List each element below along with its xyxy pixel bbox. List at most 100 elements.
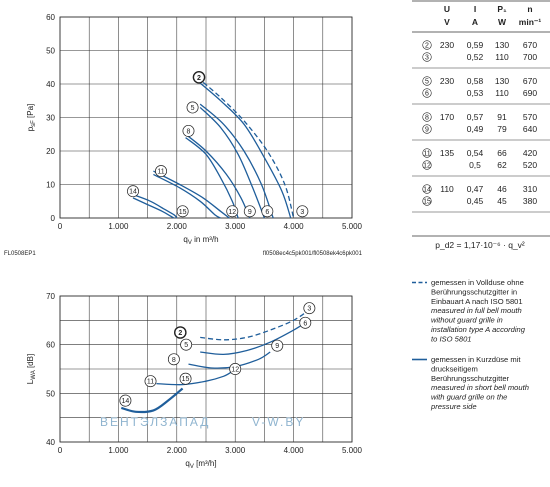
series-line-12 — [153, 173, 221, 219]
curve-marker-14 — [119, 394, 132, 407]
x-tick-label: 1.000 — [108, 446, 129, 455]
table-mark-label: 5 — [425, 78, 429, 85]
legend-text-de: Einbauart A nach ISO 5801 — [431, 297, 523, 306]
table-cell-U: 230 — [440, 40, 454, 50]
x-tick-label: 0 — [58, 222, 63, 231]
table-mark-circle — [422, 52, 432, 62]
legend-text-en: with guard grille on the — [431, 393, 507, 402]
x-tick-label: 5.000 — [342, 446, 363, 455]
series-line-11-12 — [156, 370, 233, 386]
table-mark-label: 11 — [423, 150, 430, 157]
y-tick-label: 40 — [46, 438, 55, 447]
series-line-3 — [196, 80, 292, 219]
curve-marker-label: 14 — [122, 398, 130, 405]
y-tick-label: 10 — [46, 181, 55, 190]
table-unit-0: V — [444, 17, 450, 27]
y-axis-label: psF [Pa] — [26, 104, 37, 132]
curve-marker-label: 2 — [178, 330, 182, 337]
curve-marker-6 — [261, 205, 274, 218]
table-cell-n: 520 — [523, 160, 537, 170]
curve-marker-6 — [299, 316, 312, 329]
table-cell-P: 66 — [497, 148, 507, 158]
legend-text-de: gemessen in Vollduse ohne — [431, 278, 524, 287]
legend-text-en: pressure side — [430, 402, 477, 411]
table-cell-U: 170 — [440, 112, 454, 122]
curve-marker-label: 12 — [231, 367, 239, 374]
legend-text-de: Berührungsschutzgitter in — [431, 287, 517, 296]
curve-marker-label: 11 — [157, 169, 164, 176]
curve-marker-label: 6 — [265, 209, 269, 216]
table-mark-circle — [422, 184, 432, 194]
table-mark-label: 12 — [423, 162, 431, 169]
curve-marker-label: 5 — [191, 105, 195, 112]
table-cell-P: 110 — [495, 88, 509, 98]
table-unit-2: W — [498, 17, 507, 27]
curve-marker-8 — [182, 124, 195, 137]
x-tick-label: 3.000 — [225, 446, 246, 455]
y-tick-label: 50 — [46, 47, 55, 56]
table-cell-I: 0,47 — [467, 184, 484, 194]
series-line-8 — [185, 133, 251, 219]
footer-left-code: FL0508EP1 — [4, 251, 36, 257]
legend-text-de: gemessen in Kurzdüse mit — [431, 355, 521, 364]
series-line-14-15 — [120, 387, 184, 414]
x-tick-label: 3.000 — [225, 222, 246, 231]
x-tick-label: 4.000 — [284, 446, 305, 455]
x-tick-label: 1.000 — [108, 222, 129, 231]
legend-text-en: to ISO 5801 — [431, 334, 472, 343]
table-cell-I: 0,5 — [469, 160, 481, 170]
watermark-left: ВЕНТЭЛЗАПАД — [100, 415, 210, 429]
curve-marker-label: 15 — [182, 376, 190, 383]
table-cell-n: 640 — [523, 124, 537, 134]
table-unit-1: A — [472, 17, 478, 27]
curve-marker-label: 5 — [184, 342, 188, 349]
y-axis-label: LWA [dB] — [26, 354, 37, 384]
legend-text-de: druckseitigem — [431, 364, 478, 373]
x-tick-label: 0 — [58, 446, 63, 455]
table-mark-circle — [422, 196, 432, 206]
curve-marker-2 — [192, 71, 206, 84]
x-tick-label: 2.000 — [167, 446, 188, 455]
table-cell-P: 79 — [497, 124, 507, 134]
curve-marker-9 — [271, 339, 284, 352]
table-mark-label: 3 — [425, 54, 429, 61]
x-tick-label: 4.000 — [284, 222, 305, 231]
table-cell-n: 380 — [523, 196, 537, 206]
curve-marker-3 — [296, 205, 309, 218]
legend-text-en: without guard grille in — [431, 316, 503, 325]
series-line-2 — [196, 76, 295, 219]
curve-marker-2 — [174, 326, 187, 339]
table-cell-P: 130 — [495, 40, 509, 50]
legend-text-en: measured in short bell mouth — [431, 383, 529, 392]
table-cell-I: 0,45 — [467, 196, 484, 206]
table-cell-P: 110 — [495, 52, 509, 62]
curve-marker-label: 8 — [172, 357, 176, 364]
y-tick-label: 50 — [46, 389, 55, 398]
curve-marker-12 — [226, 205, 239, 218]
table-cell-I: 0,54 — [467, 148, 484, 158]
table-cell-P: 62 — [497, 160, 507, 170]
table-cell-n: 700 — [523, 52, 537, 62]
y-tick-label: 70 — [46, 292, 55, 301]
table-cell-n: 310 — [523, 184, 537, 194]
curve-marker-8 — [167, 353, 180, 366]
table-cell-P: 91 — [497, 112, 507, 122]
table-mark-circle — [422, 160, 432, 170]
curve-marker-5 — [180, 338, 193, 351]
table-cell-P: 45 — [497, 196, 507, 206]
table-mark-label: 2 — [425, 42, 429, 49]
curve-marker-9 — [243, 205, 256, 218]
curve-marker-label: 3 — [307, 306, 311, 313]
curve-marker-11 — [155, 165, 167, 178]
curve-marker-label: 3 — [300, 209, 304, 216]
legend-text-en: measured in full bell mouth — [431, 306, 522, 315]
y-tick-label: 60 — [46, 341, 55, 350]
legend-text-de: Berührungsschutzgitter — [431, 374, 510, 383]
table-cell-U: 135 — [440, 148, 454, 158]
curve-marker-label: 9 — [275, 343, 279, 350]
series-line-6 — [199, 106, 266, 219]
curve-marker-11 — [144, 375, 157, 388]
curve-marker-5 — [186, 101, 199, 114]
